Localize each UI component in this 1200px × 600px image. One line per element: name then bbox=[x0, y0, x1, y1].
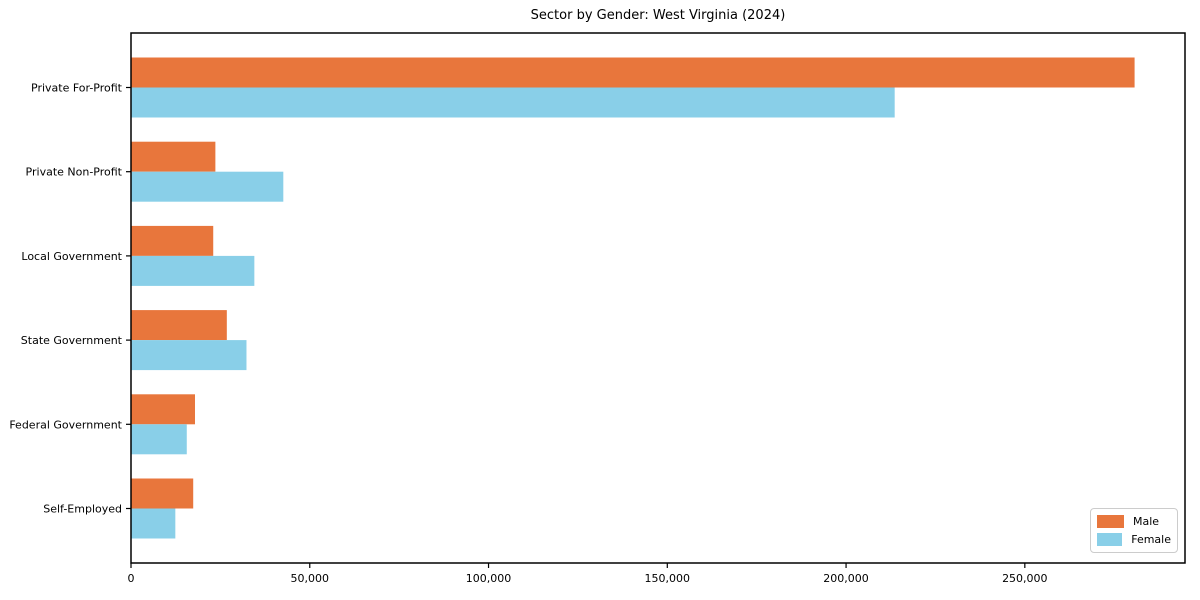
bar-female-self-employed bbox=[131, 508, 176, 539]
legend-label-female: Female bbox=[1131, 533, 1171, 547]
bar-male-local-government bbox=[131, 225, 214, 256]
legend-label-male: Male bbox=[1133, 514, 1160, 528]
legend-item-male: Male bbox=[1097, 514, 1171, 528]
bar-female-state-government bbox=[131, 340, 247, 371]
x-axis-tick-label: 200,000 bbox=[823, 572, 869, 585]
y-axis-label-state-government: State Government bbox=[21, 334, 123, 347]
bar-female-private-for-profit bbox=[131, 87, 895, 118]
x-axis-tick-label: 50,000 bbox=[291, 572, 330, 585]
plot-border bbox=[130, 32, 1186, 564]
bar-male-state-government bbox=[131, 310, 227, 341]
bar-male-federal-government bbox=[131, 394, 195, 425]
x-axis-tick-label: 150,000 bbox=[645, 572, 691, 585]
bar-female-private-non-profit bbox=[131, 171, 284, 202]
x-axis-tick-label: 100,000 bbox=[466, 572, 512, 585]
legend-item-female: Female bbox=[1097, 533, 1171, 547]
x-axis-tick-label: 0 bbox=[128, 572, 135, 585]
male-color-swatch bbox=[1097, 514, 1124, 528]
y-axis-label-private-non-profit: Private Non-Profit bbox=[26, 166, 123, 179]
y-axis-label-federal-government: Federal Government bbox=[9, 418, 122, 431]
x-axis-tick-label: 250,000 bbox=[1002, 572, 1048, 585]
bar-female-local-government bbox=[131, 255, 255, 286]
bar-male-private-for-profit bbox=[131, 57, 1135, 88]
female-color-swatch bbox=[1097, 533, 1123, 547]
y-axis-label-self-employed: Self-Employed bbox=[43, 503, 122, 516]
y-axis-label-local-government: Local Government bbox=[21, 250, 122, 263]
y-axis-label-private-for-profit: Private For-Profit bbox=[31, 82, 123, 95]
chart-title: Sector by Gender: West Virginia (2024) bbox=[530, 8, 786, 23]
bar-female-federal-government bbox=[131, 424, 187, 455]
bar-male-self-employed bbox=[131, 478, 194, 509]
chart-legend: Male Female bbox=[1090, 508, 1178, 553]
bar-male-private-non-profit bbox=[131, 141, 216, 172]
